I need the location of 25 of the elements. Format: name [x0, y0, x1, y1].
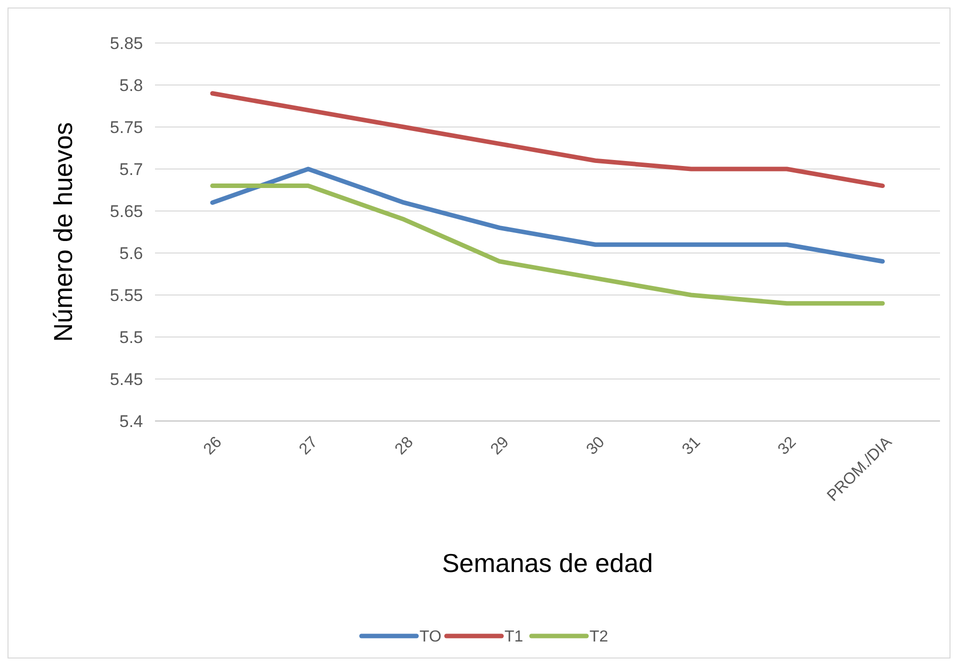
y-tick-label: 5.85 [110, 34, 143, 53]
x-tick-label: 28 [392, 434, 417, 458]
y-tick-label: 5.5 [119, 328, 143, 347]
y-tick-label: 5.4 [119, 412, 143, 431]
legend-label: TO [420, 628, 442, 646]
y-tick-label: 5.7 [119, 160, 143, 179]
x-tick-label: 27 [296, 434, 322, 458]
y-tick-label: 5.55 [110, 286, 143, 305]
y-tick-label: 5.65 [110, 202, 143, 221]
x-tick-label: 32 [775, 434, 800, 458]
y-tick-label: 5.45 [110, 370, 143, 389]
x-tick-label: 29 [488, 434, 512, 458]
x-tick-label: 26 [200, 434, 226, 458]
line-series [210, 166, 885, 264]
legend-label: T1 [504, 628, 524, 646]
y-tick-label: 5.75 [110, 118, 143, 137]
y-axis-title: Número de huevos [48, 122, 78, 342]
line-series [210, 91, 885, 188]
x-tick-label: 31 [679, 434, 704, 458]
y-tick-label: 5.6 [119, 244, 143, 263]
legend-label: T2 [590, 628, 608, 646]
y-tick-label: 5.8 [119, 76, 143, 95]
x-axis-title: Semanas de edad [442, 548, 654, 578]
line-series [210, 184, 885, 306]
x-tick-label: 30 [584, 434, 608, 458]
